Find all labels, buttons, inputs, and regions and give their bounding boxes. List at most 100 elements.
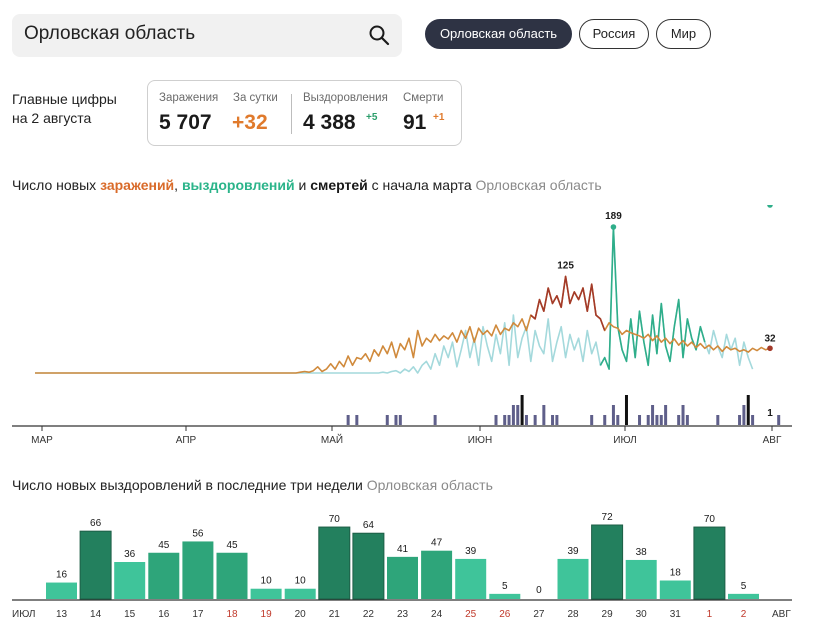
death-bar <box>616 415 620 425</box>
recovery-bar <box>625 559 657 599</box>
day-tick-label: 16 <box>158 609 170 620</box>
bar-value-label: 56 <box>192 528 204 539</box>
day-tick-label: 30 <box>636 609 648 620</box>
death-bar <box>542 405 546 425</box>
chart1-title-region: Орловская область <box>475 177 602 193</box>
chip-orel-region[interactable]: Орловская область <box>425 19 572 49</box>
daily-cases-chart: МАР АПР МАЙ ИЮН ИЮЛ АВГ 125 189 32 5 1 <box>12 205 792 445</box>
day-tick-label: 22 <box>363 609 375 620</box>
day-tick-label: 2 <box>741 609 747 620</box>
main-title-line1: Главные цифры <box>12 91 117 107</box>
recovery-bar <box>352 532 385 600</box>
search-value: Орловская область <box>24 23 196 44</box>
chip-russia[interactable]: Россия <box>579 19 649 49</box>
search-box[interactable]: Орловская область <box>12 14 402 57</box>
day-tick-label: 26 <box>499 609 511 620</box>
recoveries-last-dot <box>767 205 773 208</box>
death-bar <box>433 415 437 425</box>
day-tick-label: 25 <box>465 609 477 620</box>
main-title-line2: на 2 августа <box>12 110 92 126</box>
death-bar <box>385 415 389 425</box>
death-bar <box>655 415 659 425</box>
x-tick-label: ИЮЛ <box>613 435 636 445</box>
death-bar <box>551 415 555 425</box>
death-bar <box>646 415 650 425</box>
recovery-bar <box>489 593 521 599</box>
bar-value-label: 64 <box>363 520 375 531</box>
bar-value-label: 36 <box>124 549 136 560</box>
death-bar <box>742 405 746 425</box>
death-bar <box>511 405 515 425</box>
infections-value: 5 707 <box>159 111 212 134</box>
day-tick-label: 17 <box>192 609 204 620</box>
bar-value-label: 72 <box>602 512 614 523</box>
deaths-label: Смерти <box>403 92 444 104</box>
death-bar <box>590 415 594 425</box>
day-tick-label: 27 <box>533 609 545 620</box>
day-tick-label: 31 <box>670 609 682 620</box>
death-bar <box>603 415 607 425</box>
day-tick-label: 13 <box>56 609 68 620</box>
chip-world[interactable]: Мир <box>656 19 711 49</box>
chart1-title-recoveries: выздоровлений <box>181 177 295 193</box>
death-bar <box>746 395 750 425</box>
death-bar <box>503 415 507 425</box>
recovery-bar <box>148 552 180 599</box>
day-tick-label: 18 <box>226 609 238 620</box>
recovered-label: Выздоровления <box>303 92 388 104</box>
chart1-title-comma: , <box>174 177 182 193</box>
search-icon[interactable] <box>368 24 390 46</box>
bar-value-label: 66 <box>90 518 102 529</box>
infections-line <box>35 275 771 374</box>
bar-value-label: 10 <box>261 576 273 587</box>
bar-value-label: 70 <box>704 514 716 525</box>
x-tick-label: АВГ <box>763 435 782 445</box>
recovered-value: 4 388 <box>303 111 356 134</box>
recovery-bar <box>182 541 214 599</box>
death-bar <box>394 415 398 425</box>
recovery-bar <box>557 558 589 599</box>
day-tick-label: 1 <box>707 609 713 620</box>
death-bar <box>398 415 402 425</box>
recovery-bar <box>114 562 146 599</box>
deaths-delta: +1 <box>433 112 445 123</box>
recovered-delta: +5 <box>366 112 378 123</box>
death-bar <box>520 395 524 425</box>
recovery-bar <box>728 593 759 599</box>
day-tick-label: 20 <box>295 609 307 620</box>
deaths-value: 91 <box>403 111 427 134</box>
recovery-bar <box>216 552 248 599</box>
x-tick-label: МАР <box>31 435 53 445</box>
bar-value-label: 41 <box>397 544 409 555</box>
day-tick-label: 28 <box>567 609 579 620</box>
month-start-label: ИЮЛ <box>12 609 35 620</box>
bar-value-label: 45 <box>158 540 170 551</box>
recovery-bar <box>387 556 418 599</box>
x-tick-label: АПР <box>176 435 197 445</box>
death-bar <box>751 415 755 425</box>
death-bar <box>346 415 350 425</box>
death-bar <box>638 415 642 425</box>
day-tick-label: 29 <box>602 609 614 620</box>
bar-value-label: 10 <box>295 576 307 587</box>
chart1-title: Число новых заражений, выздоровлений и с… <box>12 177 602 193</box>
death-bar <box>494 415 498 425</box>
day-tick-label: 14 <box>90 609 102 620</box>
infections-last-label: 32 <box>764 333 776 344</box>
death-bar <box>677 415 681 425</box>
day-tick-label: 23 <box>397 609 409 620</box>
bar-value-label: 0 <box>536 585 542 596</box>
recovery-bar <box>284 588 316 599</box>
per-day-label: За сутки <box>233 92 278 104</box>
card-divider <box>291 94 292 134</box>
bar-value-label: 5 <box>502 581 508 592</box>
x-tick-label: ИЮН <box>468 435 493 445</box>
death-bar <box>664 405 668 425</box>
bar-value-label: 16 <box>56 570 68 581</box>
death-bar <box>611 405 615 425</box>
bar-value-label: 38 <box>636 547 648 558</box>
death-bar <box>516 405 520 425</box>
bar-value-label: 45 <box>226 540 238 551</box>
month-end-label: АВГ <box>772 609 791 620</box>
death-bar <box>555 415 559 425</box>
